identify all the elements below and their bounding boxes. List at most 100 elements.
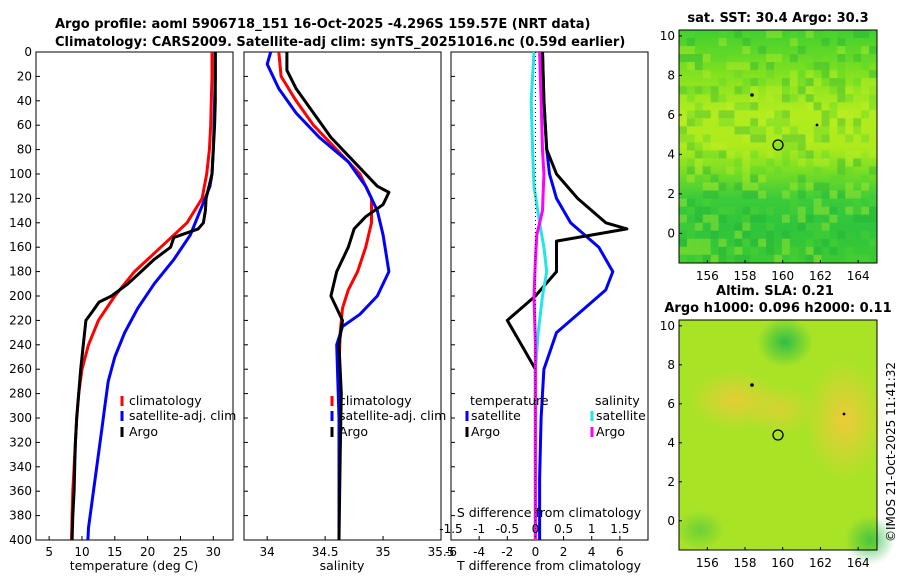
sst-texture-cell	[694, 102, 703, 111]
sst-texture-cell	[774, 54, 782, 63]
sst-texture-cell	[710, 222, 719, 231]
sla-low-region	[845, 515, 895, 565]
sst-texture-cell	[742, 62, 751, 71]
y-tick-label: 180	[9, 265, 32, 279]
sst-texture-cell	[861, 230, 870, 239]
sst-texture-cell	[837, 78, 846, 87]
sst-texture-cell	[869, 94, 877, 103]
salinity-axes-frame	[243, 51, 442, 541]
sst-texture-cell	[821, 62, 830, 71]
sst-texture-cell	[829, 238, 838, 247]
sst-texture-cell	[845, 38, 854, 47]
map-y-tick-label: 0	[667, 514, 675, 528]
map-x-tick-label: 162	[809, 269, 832, 283]
sst-texture-cell	[750, 214, 759, 223]
sst-texture-cell	[766, 230, 775, 239]
sst-texture-cell	[837, 110, 846, 119]
sst-texture-cell	[694, 254, 703, 263]
sst-texture-cell	[845, 254, 854, 263]
sst-map-panel: sat. SST: 30.4 Argo: 30.3 156 158 160 162 16…	[660, 11, 878, 283]
sst-texture-cell	[829, 206, 838, 215]
sst-texture-cell	[726, 246, 735, 255]
sst-heatmap	[679, 30, 877, 263]
sst-texture-cell	[726, 62, 735, 71]
sst-texture-cell	[813, 246, 822, 255]
sst-texture-cell	[750, 246, 759, 255]
sst-texture-cell	[781, 238, 790, 247]
sst-texture-cell	[781, 190, 790, 199]
map-y-tick-label: 6	[667, 108, 675, 122]
x-tick-label: 15	[107, 545, 122, 559]
title-line-2: Climatology: CARS2009. Satellite-adj cli…	[55, 35, 625, 50]
x-tick-label: 0	[532, 545, 540, 559]
x-tick-label: -2	[501, 545, 513, 559]
sst-texture-cell	[750, 166, 759, 175]
sst-texture-cell	[679, 30, 687, 39]
sst-texture-cell	[853, 126, 862, 135]
sst-texture-cell	[829, 246, 838, 255]
sst-texture-cell	[789, 198, 798, 207]
y-tick-label: 100	[9, 167, 32, 181]
sst-texture-cell	[710, 254, 719, 263]
y-tick-label: 40	[17, 94, 32, 108]
sst-texture-cell	[805, 254, 814, 263]
map-x-tick-label: 164	[847, 269, 870, 283]
sst-texture-cell	[734, 230, 743, 239]
sst-texture-cell	[797, 206, 806, 215]
sst-texture-cell	[774, 86, 782, 95]
sst-texture-cell	[805, 70, 814, 79]
sst-texture-cell	[774, 254, 782, 263]
sst-texture-cell	[781, 118, 790, 127]
sst-texture-cell	[789, 78, 798, 87]
sst-texture-cell	[821, 206, 830, 215]
legend-label-satellite: satellite-adj. clim	[339, 408, 446, 423]
sst-texture-cell	[869, 166, 877, 175]
sst-texture-cell	[797, 134, 806, 143]
sst-texture-cell	[718, 206, 727, 215]
top-tick-label: 1	[588, 522, 596, 536]
sst-texture-cell	[837, 54, 846, 63]
sst-texture-cell	[869, 206, 877, 215]
sst-texture-cell	[869, 238, 877, 247]
series-line-s-argo	[532, 52, 546, 540]
sst-texture-cell	[718, 54, 727, 63]
sst-texture-cell	[742, 182, 751, 191]
sst-texture-cell	[774, 126, 782, 135]
difference-axes-frame	[450, 51, 649, 541]
sst-texture-cell	[734, 62, 743, 71]
x-tick-label: 10	[74, 545, 89, 559]
sst-texture-cell	[718, 182, 727, 191]
sst-texture-cell	[789, 38, 798, 47]
sst-texture-cell	[686, 174, 695, 183]
sst-texture-cell	[829, 78, 838, 87]
sst-texture-cell	[679, 126, 687, 135]
sst-texture-cell	[774, 166, 782, 175]
salinity-panel: 34 34.5 35 35.5 salinity climatology satell…	[243, 51, 454, 573]
y-tick-label: 240	[9, 338, 32, 352]
sst-texture-cell	[742, 38, 751, 47]
sst-texture-cell	[742, 190, 751, 199]
legend-label-climatology: climatology	[339, 393, 412, 408]
sst-texture-cell	[718, 150, 727, 159]
sst-texture-cell	[781, 134, 790, 143]
sst-texture-cell	[766, 70, 775, 79]
sst-texture-cell	[869, 198, 877, 207]
sst-texture-cell	[805, 238, 814, 247]
sla-high-region	[805, 360, 885, 480]
series-line-argo	[70, 52, 217, 540]
sst-texture-cell	[718, 94, 727, 103]
sst-texture-cell	[861, 62, 870, 71]
y-tick-label: 20	[17, 69, 32, 83]
y-tick-label: 400	[9, 533, 32, 547]
sst-texture-cell	[789, 142, 798, 151]
sst-texture-cell	[829, 86, 838, 95]
sst-texture-cell	[710, 150, 719, 159]
sla-axes-frame	[678, 319, 878, 551]
sst-texture-cell	[758, 238, 767, 247]
sst-texture-cell	[781, 94, 790, 103]
sst-texture-cell	[861, 54, 870, 63]
sst-texture-cell	[845, 94, 854, 103]
sst-texture-cell	[679, 54, 687, 63]
sst-texture-cell	[781, 182, 790, 191]
sst-texture-cell	[702, 86, 711, 95]
